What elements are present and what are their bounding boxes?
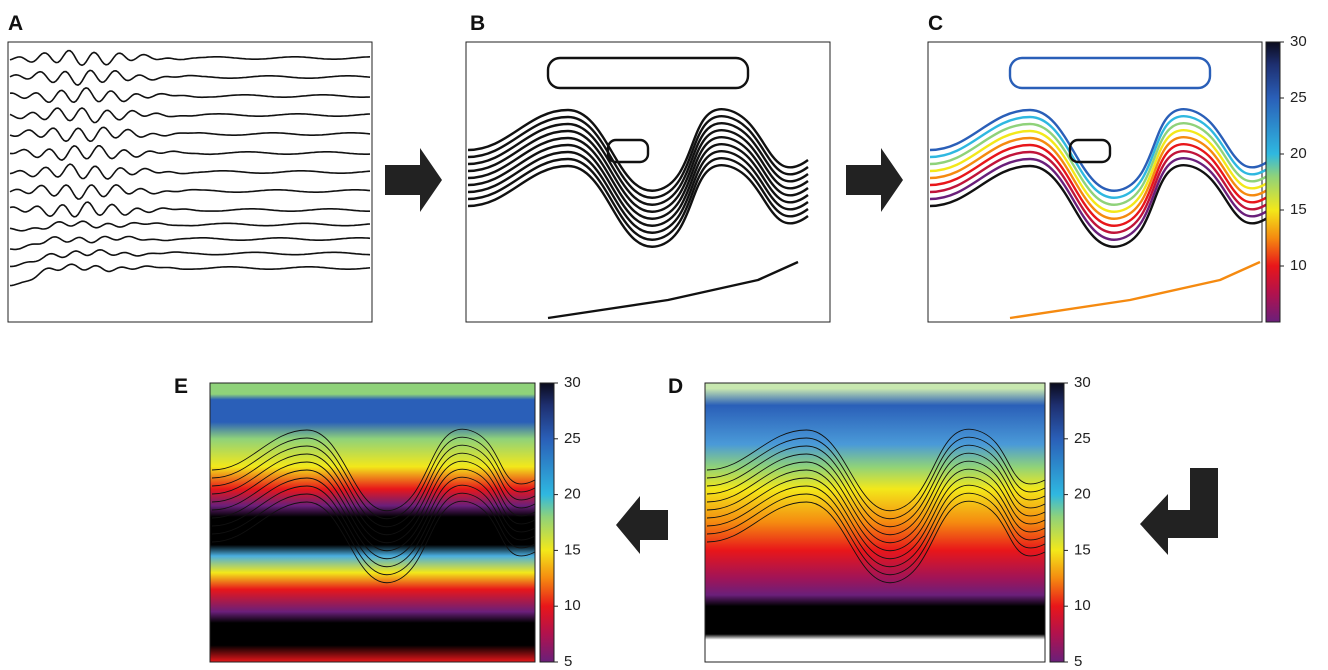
contour-line <box>211 468 536 552</box>
panel-d-image <box>704 382 1046 663</box>
panel-artwork <box>9 49 1271 584</box>
contour-line <box>1009 260 1261 320</box>
colorbar-tick-label: 10 <box>564 597 581 614</box>
colorbar-tick-label: 25 <box>564 430 581 447</box>
colorbar-tick-label: 10 <box>1074 597 1091 614</box>
contour-line <box>929 136 1271 220</box>
contour-loop <box>546 56 750 90</box>
contour-loop <box>606 138 650 164</box>
contour-line <box>706 460 1046 544</box>
contour-line <box>211 484 536 568</box>
contour-line <box>929 122 1271 206</box>
trace <box>9 235 371 251</box>
trace <box>9 263 371 287</box>
contour-line <box>211 428 536 512</box>
contour-line <box>929 150 1271 234</box>
trace <box>9 69 371 86</box>
colorbar-tick-label: 30 <box>1074 374 1091 391</box>
contour-line <box>706 484 1046 568</box>
contour-line <box>706 428 1046 512</box>
arrow <box>616 496 668 554</box>
contour-line <box>929 129 1271 213</box>
contour-line <box>929 164 1271 248</box>
colorbar-tick-label: 15 <box>1290 201 1307 218</box>
contour-line <box>211 460 536 544</box>
arrow <box>385 148 442 212</box>
panel-e-image <box>209 382 536 663</box>
colorbar-tick-label: 15 <box>564 541 581 558</box>
contour-line <box>547 260 799 320</box>
contour-line <box>929 108 1271 192</box>
panel-c-frame <box>927 41 1263 323</box>
colorbar-tick-label: 20 <box>1074 486 1091 503</box>
contour-line <box>706 436 1046 520</box>
trace <box>9 201 370 218</box>
panel-label: C <box>928 12 943 35</box>
contour-line <box>211 500 536 584</box>
colorbar-tick-label: 5 <box>1074 653 1082 670</box>
colorbar-tick-label: 25 <box>1290 89 1307 106</box>
contour-line <box>706 500 1046 584</box>
contour-line <box>706 476 1046 560</box>
trace <box>9 163 371 180</box>
contour-line <box>467 143 809 227</box>
panel-label: E <box>174 375 188 398</box>
colorbar-tick-label: 20 <box>564 486 581 503</box>
trace <box>9 87 371 104</box>
contour-line <box>211 444 536 528</box>
trace <box>9 220 371 232</box>
contour-line <box>929 115 1271 199</box>
contour-line <box>929 143 1271 227</box>
trace <box>9 49 371 67</box>
contour-line <box>929 157 1271 241</box>
colorbar-tick-label: 20 <box>1290 145 1307 162</box>
contour-line <box>467 150 809 234</box>
trace <box>9 145 371 161</box>
trace <box>9 183 371 200</box>
colorbar-tick-label: 30 <box>1290 33 1307 50</box>
contour-line <box>211 492 536 576</box>
panel-label: B <box>470 12 485 35</box>
colorbar <box>1265 41 1281 323</box>
contour-line <box>467 115 809 199</box>
contour-loop <box>1008 56 1212 90</box>
contour-line <box>467 136 809 220</box>
colorbar-tick-label: 15 <box>1074 541 1091 558</box>
colorbar-tick-label: 30 <box>564 374 581 391</box>
panel-label: D <box>668 375 683 398</box>
trace <box>10 248 371 268</box>
contour-line <box>467 108 809 192</box>
colorbar-tick-label: 5 <box>564 653 572 670</box>
trace <box>9 126 371 143</box>
contour-line <box>467 157 809 241</box>
contour-line <box>211 436 536 520</box>
contour-line <box>706 452 1046 536</box>
panel-label: A <box>8 12 23 35</box>
contour-line <box>706 492 1046 576</box>
contour-loop <box>1068 138 1112 164</box>
contour-line <box>706 468 1046 552</box>
colorbar <box>1049 382 1065 663</box>
contour-line <box>467 129 809 213</box>
arrow <box>846 148 903 212</box>
panel-a-frame <box>7 41 373 323</box>
colorbar <box>539 382 555 663</box>
contour-line <box>211 452 536 536</box>
trace <box>9 107 371 124</box>
contour-line <box>706 444 1046 528</box>
arrow <box>1140 468 1218 555</box>
colorbar-tick-label: 10 <box>1290 257 1307 274</box>
contour-line <box>467 164 809 248</box>
panel-b-frame <box>465 41 831 323</box>
contour-line <box>467 122 809 206</box>
colorbar-tick-label: 25 <box>1074 430 1091 447</box>
contour-line <box>211 476 536 560</box>
